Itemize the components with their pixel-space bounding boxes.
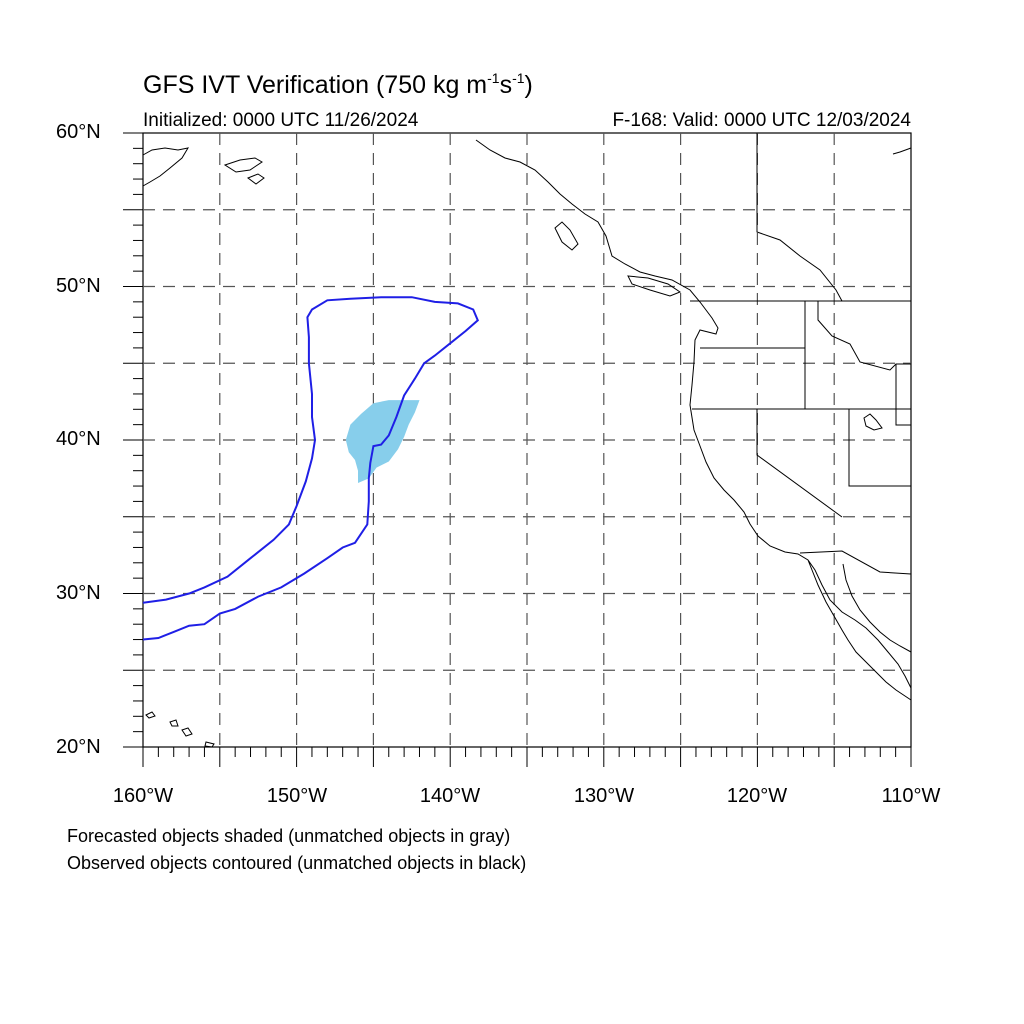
axis-ticks [123,132,912,767]
lat-label-60n: 60°N [56,121,101,143]
lon-label-160w: 160°W [112,785,174,807]
lat-label-20n: 20°N [56,736,101,758]
initialized-label: Initialized: 0000 UTC 11/26/2024 [143,110,419,131]
title-unit-s: s [499,71,513,99]
lon-label-110w: 110°W [881,785,941,807]
state-borders [690,133,912,575]
title-main: GFS IVT Verification (750 kg m [143,71,488,99]
lon-label-120w: 120°W [726,785,788,807]
note-forecast: Forecasted objects shaded (unmatched obj… [67,826,511,846]
lat-label-40n: 40°N [56,428,101,450]
observed-object-contour [142,296,480,641]
title-close: ) [524,71,533,99]
lon-label-140w: 140°W [419,785,481,807]
title-exponent-2: -1 [512,70,525,86]
chart-title: GFS IVT Verification (750 kg m-1s-1) [143,70,533,100]
hawaii-islands [145,711,215,748]
great-salt-lake [863,413,883,431]
lon-label-130w: 130°W [573,785,635,807]
north-america-coastline [475,139,912,701]
verification-objects [142,296,480,641]
alaska-islands [223,157,682,297]
note-observed: Observed objects contoured (unmatched ob… [67,853,527,873]
alaska-coastline [142,147,190,187]
valid-label: F-168: Valid: 0000 UTC 12/03/2024 [612,110,911,131]
lon-label-150w: 150°W [266,785,328,807]
lat-label-50n: 50°N [56,275,101,297]
lat-label-30n: 30°N [56,582,101,604]
title-exponent-1: -1 [487,70,500,86]
graticule [143,133,911,747]
coastline-layer [142,133,912,748]
